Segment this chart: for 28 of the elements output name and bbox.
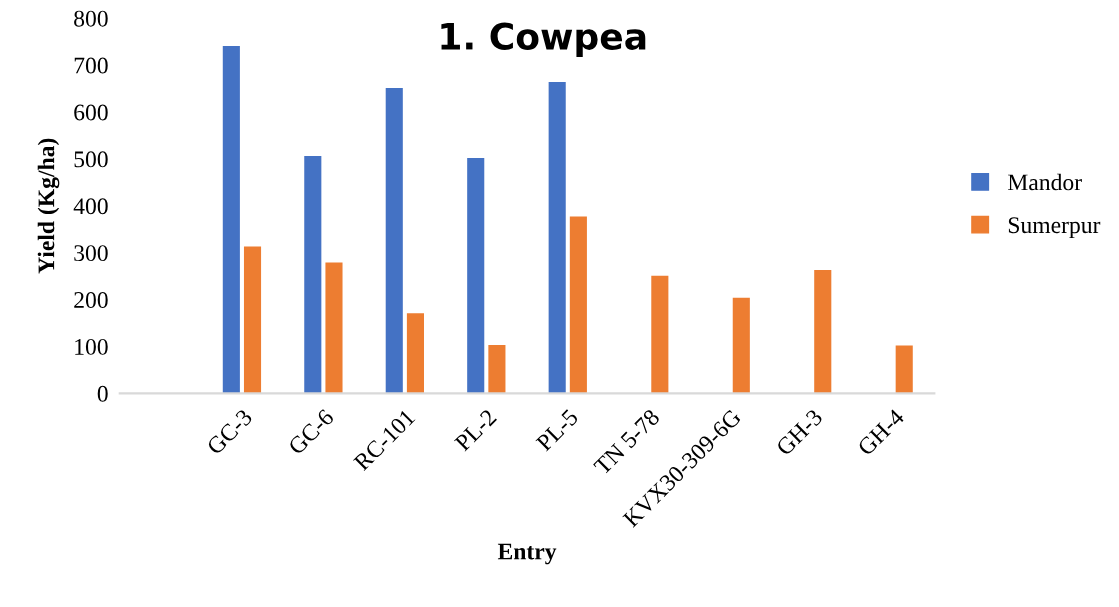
bar xyxy=(814,270,832,394)
y-axis-title: Yield (Kg/ha) xyxy=(37,138,60,274)
y-tick-label: 700 xyxy=(74,57,108,74)
bar xyxy=(406,313,424,394)
y-tick-label: 600 xyxy=(74,104,108,121)
bar xyxy=(895,345,913,394)
bar xyxy=(548,81,566,394)
bar xyxy=(222,45,240,394)
bar xyxy=(243,246,262,394)
bar xyxy=(467,157,485,394)
bar xyxy=(325,262,343,394)
bar xyxy=(569,216,587,394)
bar xyxy=(732,297,750,394)
y-tick-label: 400 xyxy=(73,198,108,215)
bar xyxy=(385,88,403,394)
x-axis-title: Entry xyxy=(497,543,557,565)
legend-label: Sumerpur xyxy=(1008,217,1101,238)
chart-title: 1. Cowpea xyxy=(441,22,646,57)
y-tick-label: 100 xyxy=(75,338,108,355)
legend-label: Mandor xyxy=(1008,173,1082,191)
y-tick-label: 500 xyxy=(74,151,108,168)
y-tick-label: 800 xyxy=(74,10,108,27)
bar xyxy=(488,345,506,394)
bar xyxy=(651,275,669,394)
y-tick-label: 0 xyxy=(97,385,108,402)
y-tick-label: 300 xyxy=(74,245,108,262)
y-tick-label: 200 xyxy=(74,292,108,308)
bar xyxy=(304,156,322,394)
